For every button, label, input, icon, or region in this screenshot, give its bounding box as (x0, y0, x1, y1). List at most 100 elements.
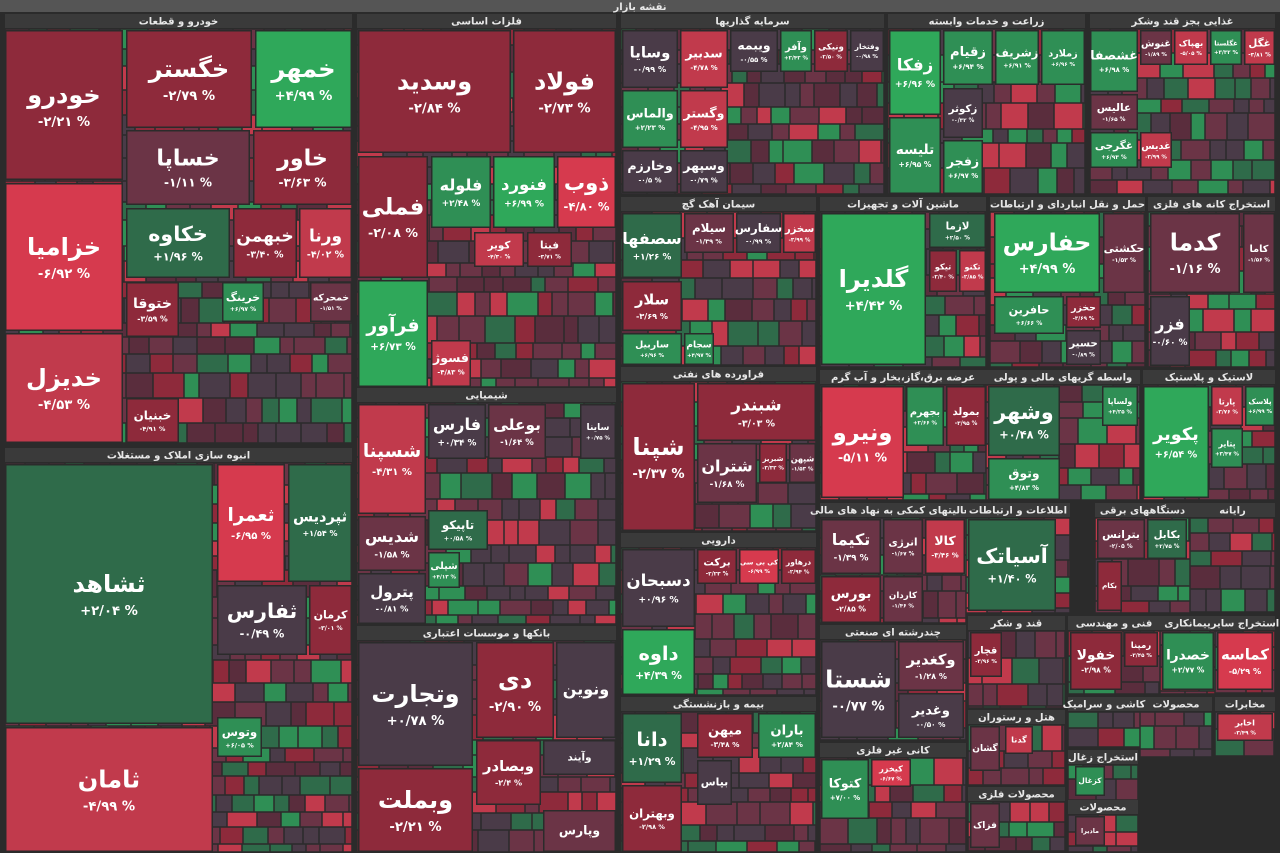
filler-tile (1211, 551, 1242, 566)
filler-tile (328, 354, 352, 373)
stock-tile (1211, 428, 1243, 468)
filler-tile (758, 483, 788, 504)
filler-tile (289, 795, 305, 812)
stock-tile (358, 30, 511, 153)
sector-name: کاشی و سرامیک (1063, 700, 1146, 711)
stock-change: -۳/۵۹ % (137, 314, 168, 323)
filler-tile (553, 600, 568, 615)
filler-tile (1243, 180, 1270, 194)
filler-tile (922, 618, 939, 623)
filler-tile (772, 124, 789, 140)
filler-tile (799, 841, 815, 852)
filler-tile (515, 316, 535, 343)
filler-tile (286, 683, 313, 702)
filler-tile (511, 813, 532, 830)
stock-name: برکت (703, 557, 730, 569)
stock-name: بکابل (1154, 529, 1181, 541)
sector-name: هتل و رستوران (978, 713, 1055, 724)
filler-tile (568, 600, 586, 615)
stock-name: کاما (1250, 244, 1269, 255)
stock-tile (253, 130, 352, 205)
stock-name: خصدرا (1166, 648, 1210, 664)
stock-change: +۲/۷۵ % (1155, 544, 1180, 550)
filler-tile (732, 184, 761, 194)
filler-tile (903, 494, 929, 500)
stock-change: +۴/۸۳ % (1009, 484, 1039, 492)
filler-tile (854, 163, 870, 184)
stock-change: -۳/۷۶ % (1216, 409, 1238, 415)
stock-tile (781, 549, 816, 584)
filler-tile (1055, 82, 1081, 103)
stock-change: -۱/۶۷ % (892, 551, 915, 557)
filler-tile (751, 140, 769, 163)
filler-tile (1229, 294, 1256, 309)
stock-tile (1097, 561, 1122, 611)
stock-name: شپنا (632, 433, 684, 461)
sector-header (621, 367, 816, 381)
filler-tile (1011, 82, 1037, 103)
filler-tile (485, 316, 515, 343)
stock-change: +۰/۵۸ % (444, 534, 473, 542)
stock-tile (889, 30, 941, 115)
stock-change: +۲/۴۲ % (784, 55, 809, 61)
stock-name: زفجر (946, 154, 979, 169)
stock-change: -۳/۴۹ % (1234, 731, 1256, 737)
stock-name: باران (770, 723, 803, 738)
filler-tile (316, 373, 344, 398)
stock-name: خمحرکه (313, 293, 349, 304)
filler-tile (270, 748, 285, 762)
filler-tile (539, 792, 568, 813)
filler-tile (1172, 180, 1198, 194)
stock-change: +۴/۹۹ % (275, 89, 333, 104)
stock-change: -۴/۳۱ % (372, 467, 412, 478)
stock-name: وآیند (568, 751, 592, 764)
sector-header (820, 743, 966, 757)
filler-tile (934, 758, 963, 785)
filler-tile (1238, 447, 1263, 464)
filler-tile (126, 354, 150, 373)
filler-tile (1098, 728, 1124, 747)
stock-tile (217, 717, 262, 757)
filler-tile (979, 315, 986, 336)
stock-name: وتوق (1008, 466, 1039, 481)
filler-tile (126, 373, 153, 398)
filler-tile (599, 316, 616, 343)
stock-change: -۳/۷۱ % (538, 253, 561, 260)
filler-tile (1251, 309, 1275, 332)
filler-tile (334, 702, 352, 726)
stock-change: +۶/۹۴ % (952, 62, 984, 71)
stock-name: شستا (825, 665, 892, 693)
stock-tile (1217, 632, 1273, 690)
stock-tile (1147, 519, 1187, 559)
stock-tile (1075, 816, 1105, 846)
filler-tile (1235, 78, 1251, 99)
filler-tile (1208, 294, 1229, 309)
filler-tile (782, 674, 802, 689)
filler-tile (424, 263, 446, 277)
filler-tile (700, 825, 717, 841)
filler-tile (974, 296, 986, 315)
filler-tile (1248, 113, 1275, 140)
filler-tile (799, 346, 816, 365)
filler-tile (1116, 832, 1138, 846)
filler-tile (771, 614, 798, 639)
filler-tile (555, 545, 570, 563)
filler-tile (330, 776, 352, 795)
stock-tile (288, 464, 352, 582)
filler-tile (754, 614, 771, 639)
stock-name: خزامیا (27, 233, 101, 261)
filler-tile (597, 792, 616, 813)
filler-tile (199, 373, 230, 398)
filler-tile (495, 343, 516, 359)
stock-name: ونیکی (818, 43, 844, 53)
filler-tile (1109, 325, 1123, 341)
filler-tile (229, 660, 246, 683)
filler-tile (174, 282, 202, 298)
filler-tile (1127, 363, 1145, 367)
stock-change: -۳/۹۵ % (955, 420, 978, 427)
stock-name: شبریز (762, 455, 784, 463)
filler-tile (580, 615, 595, 624)
filler-tile (908, 758, 934, 785)
stock-name: شدیس (365, 527, 419, 546)
filler-tile (1063, 658, 1065, 684)
